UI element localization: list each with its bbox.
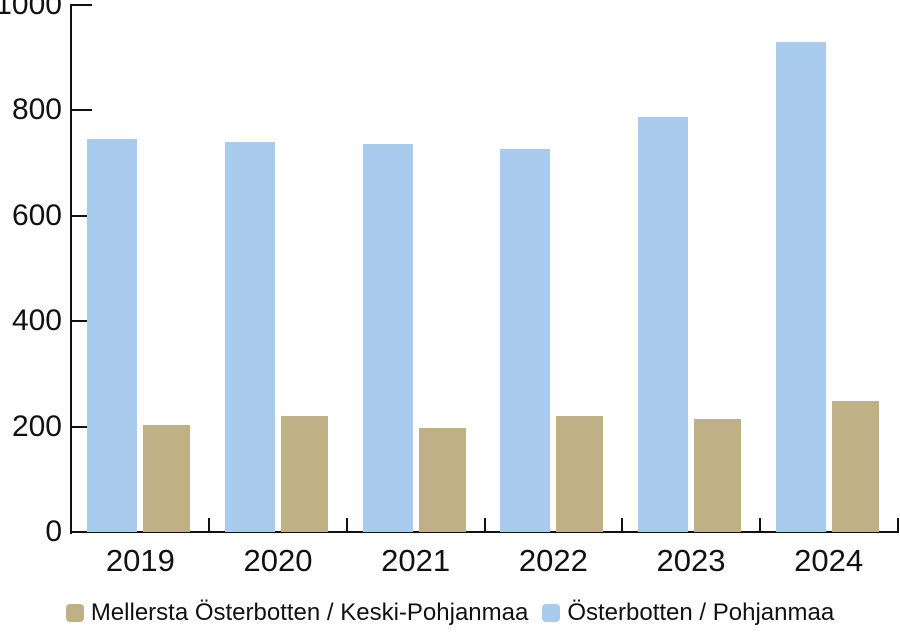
legend-item-mellersta-osterbotten: Mellersta Österbotten / Keski-Pohjanmaa (65, 599, 529, 627)
bar-osterbotten-pohjanmaa-2019 (87, 139, 138, 532)
y-tick-1000 (72, 4, 92, 6)
y-tick-label-200: 200 (11, 409, 62, 443)
bar-mellersta-osterbotten-keski-pohjanmaa-2022 (556, 415, 604, 532)
x-category-label-2022: 2022 (518, 543, 588, 578)
y-tick-600 (72, 214, 92, 217)
x-tick-5 (758, 518, 761, 532)
y-tick-label-600: 600 (11, 198, 62, 232)
legend-label-mellersta-osterbotten: Mellersta Österbotten / Keski-Pohjanmaa (90, 599, 529, 626)
bar-osterbotten-pohjanmaa-2020 (225, 142, 275, 532)
y-tick-400 (72, 320, 92, 323)
y-tick-label-800: 800 (11, 93, 62, 127)
legend-swatch-mellersta-osterbotten (65, 604, 84, 622)
y-axis-line (70, 4, 72, 534)
y-tick-label-1000: 1000 (0, 0, 62, 21)
x-tick-3 (483, 518, 486, 532)
y-tick-label-0: 0 (45, 515, 62, 548)
bar-mellersta-osterbotten-keski-pohjanmaa-2021 (418, 428, 466, 532)
legend-swatch-osterbotten (542, 604, 561, 622)
y-tick-200 (72, 425, 92, 428)
x-category-label-2020: 2020 (243, 543, 313, 578)
bar-mellersta-osterbotten-keski-pohjanmaa-2020 (281, 415, 328, 532)
legend-label-osterbotten: Österbotten / Pohjanmaa (567, 599, 835, 626)
x-category-label-2021: 2021 (381, 543, 451, 578)
x-tick-1 (208, 518, 211, 532)
x-category-label-2023: 2023 (656, 543, 726, 578)
bar-mellersta-osterbotten-keski-pohjanmaa-2023 (694, 419, 741, 532)
legend-item-osterbotten: Österbotten / Pohjanmaa (542, 599, 834, 627)
bar-mellersta-osterbotten-keski-pohjanmaa-2019 (143, 425, 191, 532)
bar-osterbotten-pohjanmaa-2024 (775, 41, 826, 532)
y-tick-800 (72, 109, 92, 112)
x-tick-2 (345, 518, 348, 532)
x-tick-4 (621, 518, 624, 532)
x-category-label-2019: 2019 (105, 543, 175, 578)
y-tick-label-400: 400 (11, 304, 62, 338)
bar-osterbotten-pohjanmaa-2022 (500, 148, 551, 532)
x-category-label-2024: 2024 (794, 543, 864, 578)
bar-osterbotten-pohjanmaa-2023 (638, 117, 688, 532)
x-tick-6 (896, 518, 899, 532)
bar-osterbotten-pohjanmaa-2021 (362, 143, 413, 532)
bar-mellersta-osterbotten-keski-pohjanmaa-2024 (831, 400, 879, 532)
x-axis-line (70, 531, 899, 533)
legend: Mellersta Österbotten / Keski-Pohjanmaa … (0, 598, 900, 628)
